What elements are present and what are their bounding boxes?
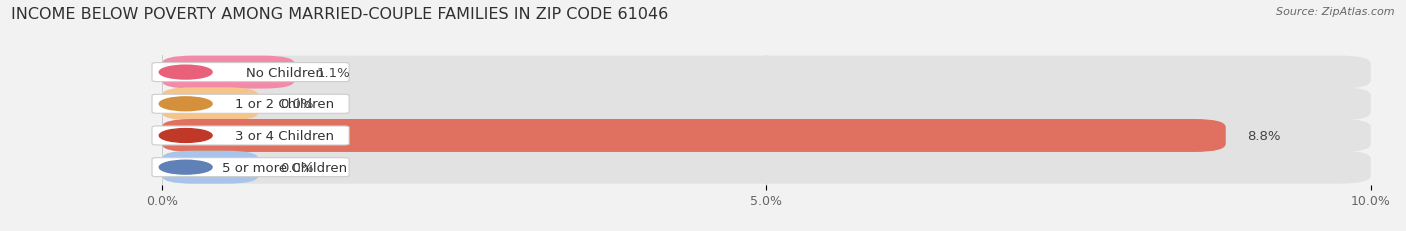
FancyBboxPatch shape [152,158,349,177]
Text: Source: ZipAtlas.com: Source: ZipAtlas.com [1277,7,1395,17]
FancyBboxPatch shape [162,56,295,89]
Text: 5 or more Children: 5 or more Children [222,161,347,174]
FancyBboxPatch shape [162,119,1371,152]
FancyBboxPatch shape [162,151,1371,184]
Text: 1.1%: 1.1% [316,66,350,79]
Circle shape [159,66,212,80]
FancyBboxPatch shape [162,88,259,121]
FancyBboxPatch shape [152,95,349,114]
Text: 0.0%: 0.0% [280,161,314,174]
Text: 0.0%: 0.0% [280,98,314,111]
Text: 8.8%: 8.8% [1247,129,1281,142]
Text: No Children: No Children [246,66,323,79]
Text: INCOME BELOW POVERTY AMONG MARRIED-COUPLE FAMILIES IN ZIP CODE 61046: INCOME BELOW POVERTY AMONG MARRIED-COUPL… [11,7,668,22]
FancyBboxPatch shape [162,88,1371,121]
FancyBboxPatch shape [152,126,349,145]
FancyBboxPatch shape [152,63,349,82]
Circle shape [159,97,212,111]
Text: 1 or 2 Children: 1 or 2 Children [235,98,335,111]
Circle shape [159,161,212,174]
FancyBboxPatch shape [162,56,1371,89]
Circle shape [159,129,212,143]
FancyBboxPatch shape [162,119,1226,152]
FancyBboxPatch shape [162,151,259,184]
Text: 3 or 4 Children: 3 or 4 Children [235,129,335,142]
